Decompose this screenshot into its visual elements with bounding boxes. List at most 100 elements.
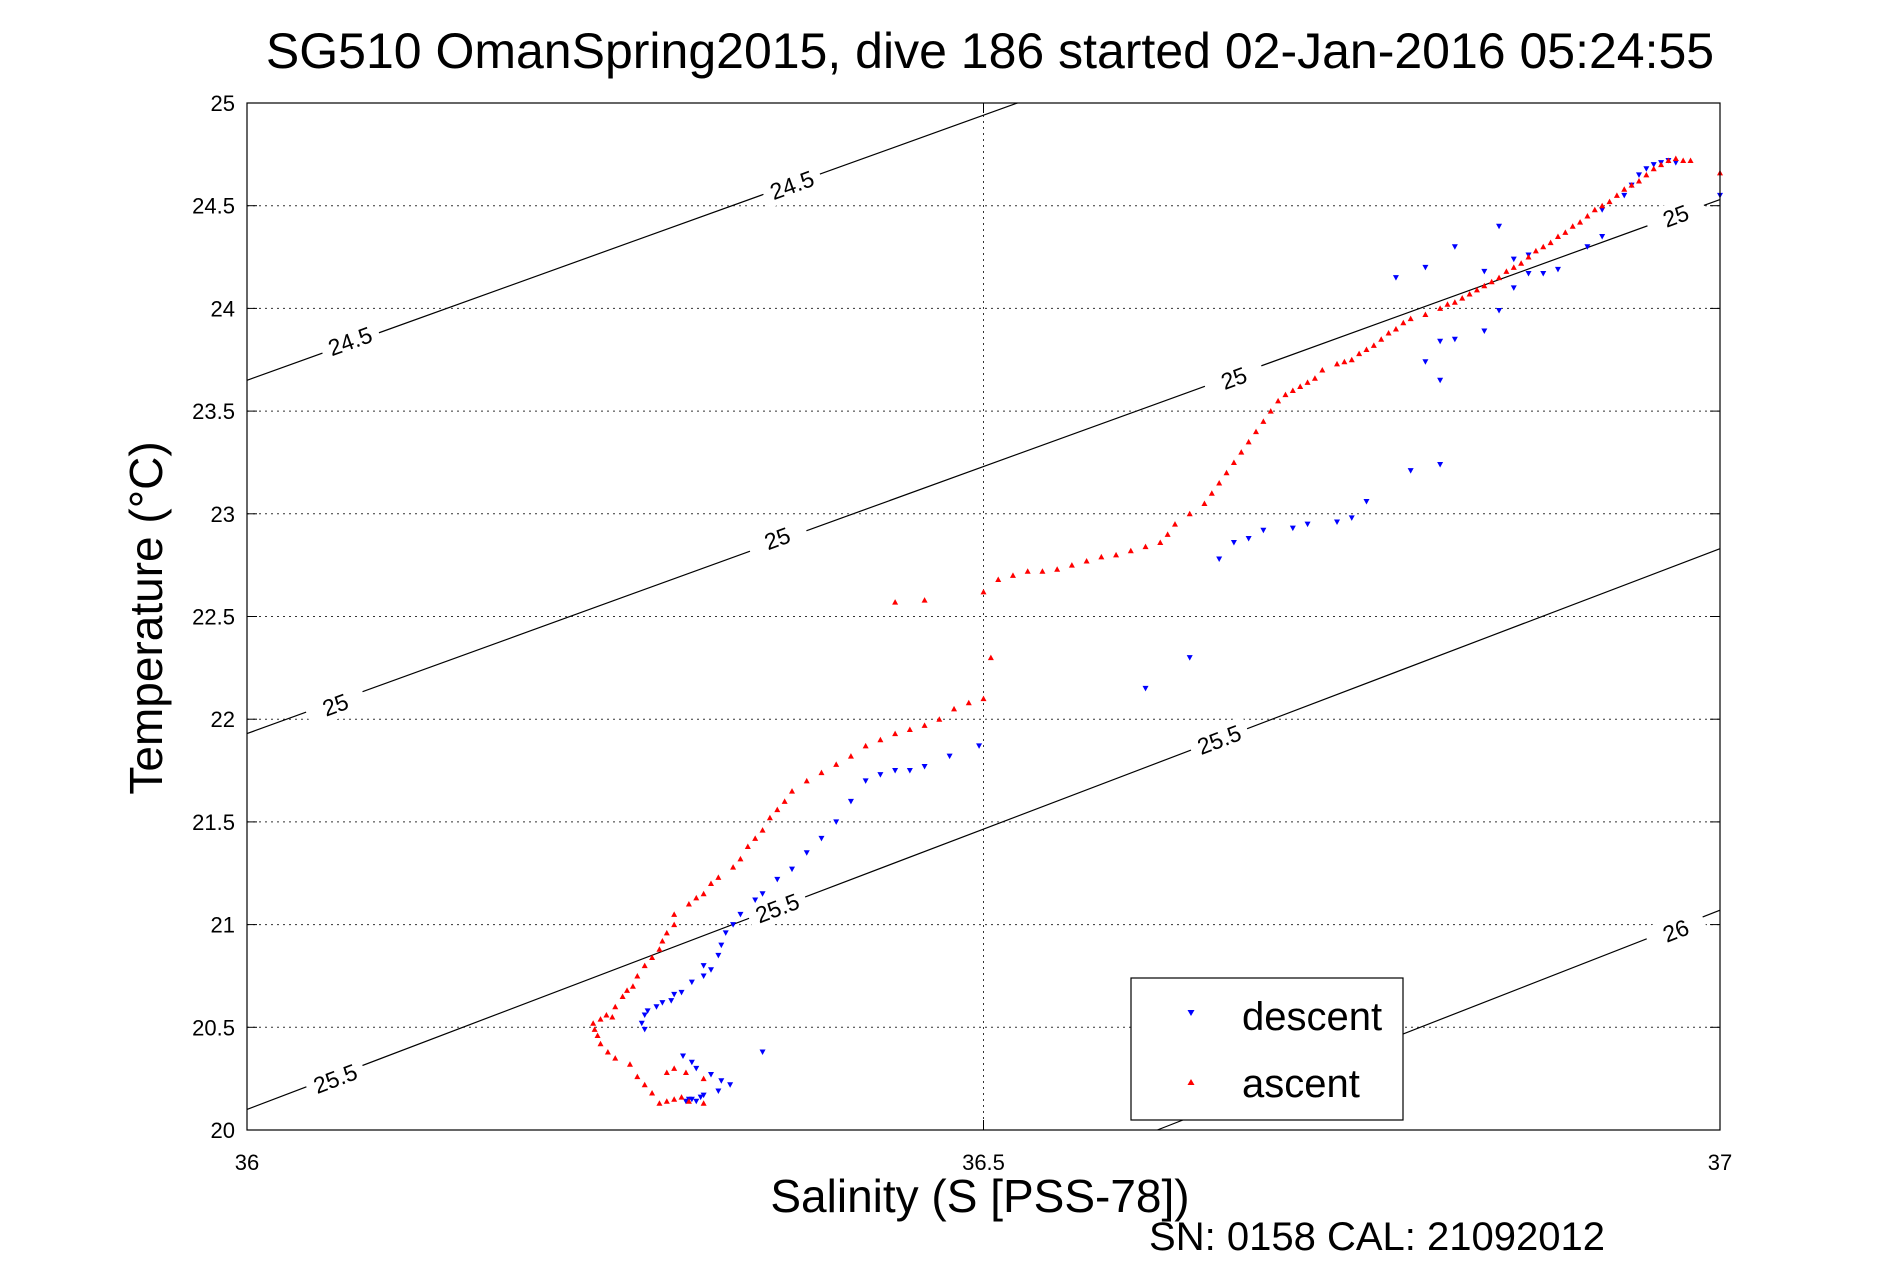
ascent-point bbox=[1157, 539, 1164, 546]
contour-label-mask bbox=[759, 161, 825, 209]
contour-label-mask bbox=[1186, 715, 1253, 764]
y-tick-label: 24 bbox=[211, 296, 235, 321]
descent-point bbox=[1621, 192, 1628, 199]
ascent-point bbox=[1142, 543, 1149, 550]
ascent-point bbox=[987, 654, 994, 661]
descent-point bbox=[727, 1082, 734, 1088]
ascent-point bbox=[906, 726, 913, 732]
ascent-point bbox=[707, 880, 714, 887]
ascent-point bbox=[641, 962, 648, 969]
ascent-point bbox=[700, 890, 707, 897]
descent-point bbox=[1363, 498, 1370, 505]
descent-point bbox=[1650, 162, 1657, 168]
ascent-point bbox=[1481, 282, 1488, 289]
ascent-point bbox=[1378, 336, 1385, 342]
ascent-point bbox=[1562, 229, 1569, 235]
descent-point bbox=[1496, 307, 1503, 314]
ascent-point bbox=[624, 987, 631, 993]
descent-point bbox=[707, 1072, 714, 1078]
descent-point bbox=[789, 866, 796, 873]
ascent-point bbox=[1216, 479, 1223, 486]
contour-label-mask bbox=[302, 1054, 369, 1103]
ascent-point bbox=[693, 894, 700, 901]
ascent-point bbox=[1687, 157, 1694, 164]
ascent-point bbox=[1370, 342, 1377, 348]
descent-point bbox=[682, 1098, 689, 1105]
descent-point bbox=[803, 850, 810, 856]
ascent-point bbox=[833, 761, 840, 767]
ascent-point bbox=[609, 1014, 616, 1020]
ascent-point bbox=[590, 1020, 597, 1026]
ascent-point bbox=[1613, 192, 1620, 198]
ascent-point bbox=[1643, 171, 1650, 178]
descent-point bbox=[1554, 266, 1561, 273]
ascent-point bbox=[1459, 295, 1466, 301]
ascent-point bbox=[1223, 469, 1230, 476]
descent-point bbox=[693, 1065, 700, 1072]
y-tick-label: 21 bbox=[211, 913, 235, 938]
ascent-point bbox=[1672, 155, 1679, 161]
ascent-point bbox=[671, 911, 678, 917]
ascent-point bbox=[1024, 568, 1031, 574]
ascent-point bbox=[604, 1048, 611, 1055]
descent-point bbox=[715, 1088, 722, 1094]
ascent-point bbox=[781, 798, 788, 804]
ascent-point bbox=[1437, 305, 1444, 311]
descent-point bbox=[946, 753, 953, 760]
ascent-point bbox=[1606, 198, 1613, 205]
ascent-point bbox=[877, 736, 884, 743]
ascent-point bbox=[1253, 428, 1260, 435]
legend: descent ascent bbox=[1130, 977, 1404, 1121]
ascent-point bbox=[730, 864, 737, 870]
descent-point bbox=[680, 1053, 687, 1060]
serial-calibration-footer: SN: 0158 CAL: 21092012 bbox=[1149, 1215, 1605, 1259]
legend-box bbox=[1130, 977, 1404, 1121]
ascent-point bbox=[603, 1011, 610, 1018]
ascent-point bbox=[1260, 418, 1267, 424]
y-tick-label: 25 bbox=[211, 91, 235, 116]
contour-label-mask bbox=[1200, 354, 1267, 402]
descent-point bbox=[921, 763, 928, 770]
ascent-point bbox=[1282, 391, 1289, 398]
descent-point bbox=[1289, 525, 1296, 532]
descent-point bbox=[641, 1012, 648, 1018]
contour-label-mask bbox=[1642, 192, 1709, 240]
descent-point bbox=[653, 1004, 660, 1010]
ascent-point bbox=[700, 1100, 707, 1106]
descent-point bbox=[1584, 244, 1591, 250]
density-contour-line bbox=[246, 548, 1721, 1111]
descent-point bbox=[671, 991, 678, 998]
ascent-point bbox=[965, 699, 972, 706]
ascent-point bbox=[921, 722, 928, 728]
y-tick-label: 20.5 bbox=[192, 1015, 235, 1040]
descent-point bbox=[1437, 377, 1444, 384]
ascent-point bbox=[1451, 299, 1458, 305]
ascent-point bbox=[1275, 397, 1282, 404]
ascent-point bbox=[700, 1075, 707, 1082]
descent-point bbox=[1407, 468, 1414, 474]
ascent-point bbox=[803, 777, 810, 784]
ascent-point bbox=[1577, 219, 1584, 225]
ascent-point bbox=[1385, 330, 1392, 336]
axis-ticks bbox=[246, 102, 1721, 1131]
y-tick-label: 23 bbox=[211, 502, 235, 527]
y-tick-label: 20 bbox=[211, 1118, 235, 1143]
ascent-point bbox=[1304, 379, 1311, 385]
ascent-point bbox=[656, 946, 663, 952]
descent-point bbox=[877, 772, 884, 778]
descent-point bbox=[678, 989, 685, 996]
ascent-point bbox=[649, 1090, 656, 1096]
ascent-point bbox=[766, 814, 773, 821]
ascent-point bbox=[1650, 165, 1657, 172]
y-tick-label: 23.5 bbox=[192, 399, 235, 424]
descent-point bbox=[1348, 515, 1355, 521]
x-tick-labels: 36 36.5 37 bbox=[235, 1150, 1732, 1175]
descent-point bbox=[759, 1049, 766, 1055]
plot-background bbox=[247, 103, 1720, 1130]
descent-point bbox=[730, 922, 737, 928]
ascent-point bbox=[1554, 233, 1561, 240]
legend-descent-label: descent bbox=[1242, 995, 1382, 1039]
ascent-point bbox=[1083, 558, 1090, 564]
ascent-point bbox=[629, 983, 636, 989]
descent-point bbox=[862, 778, 869, 784]
